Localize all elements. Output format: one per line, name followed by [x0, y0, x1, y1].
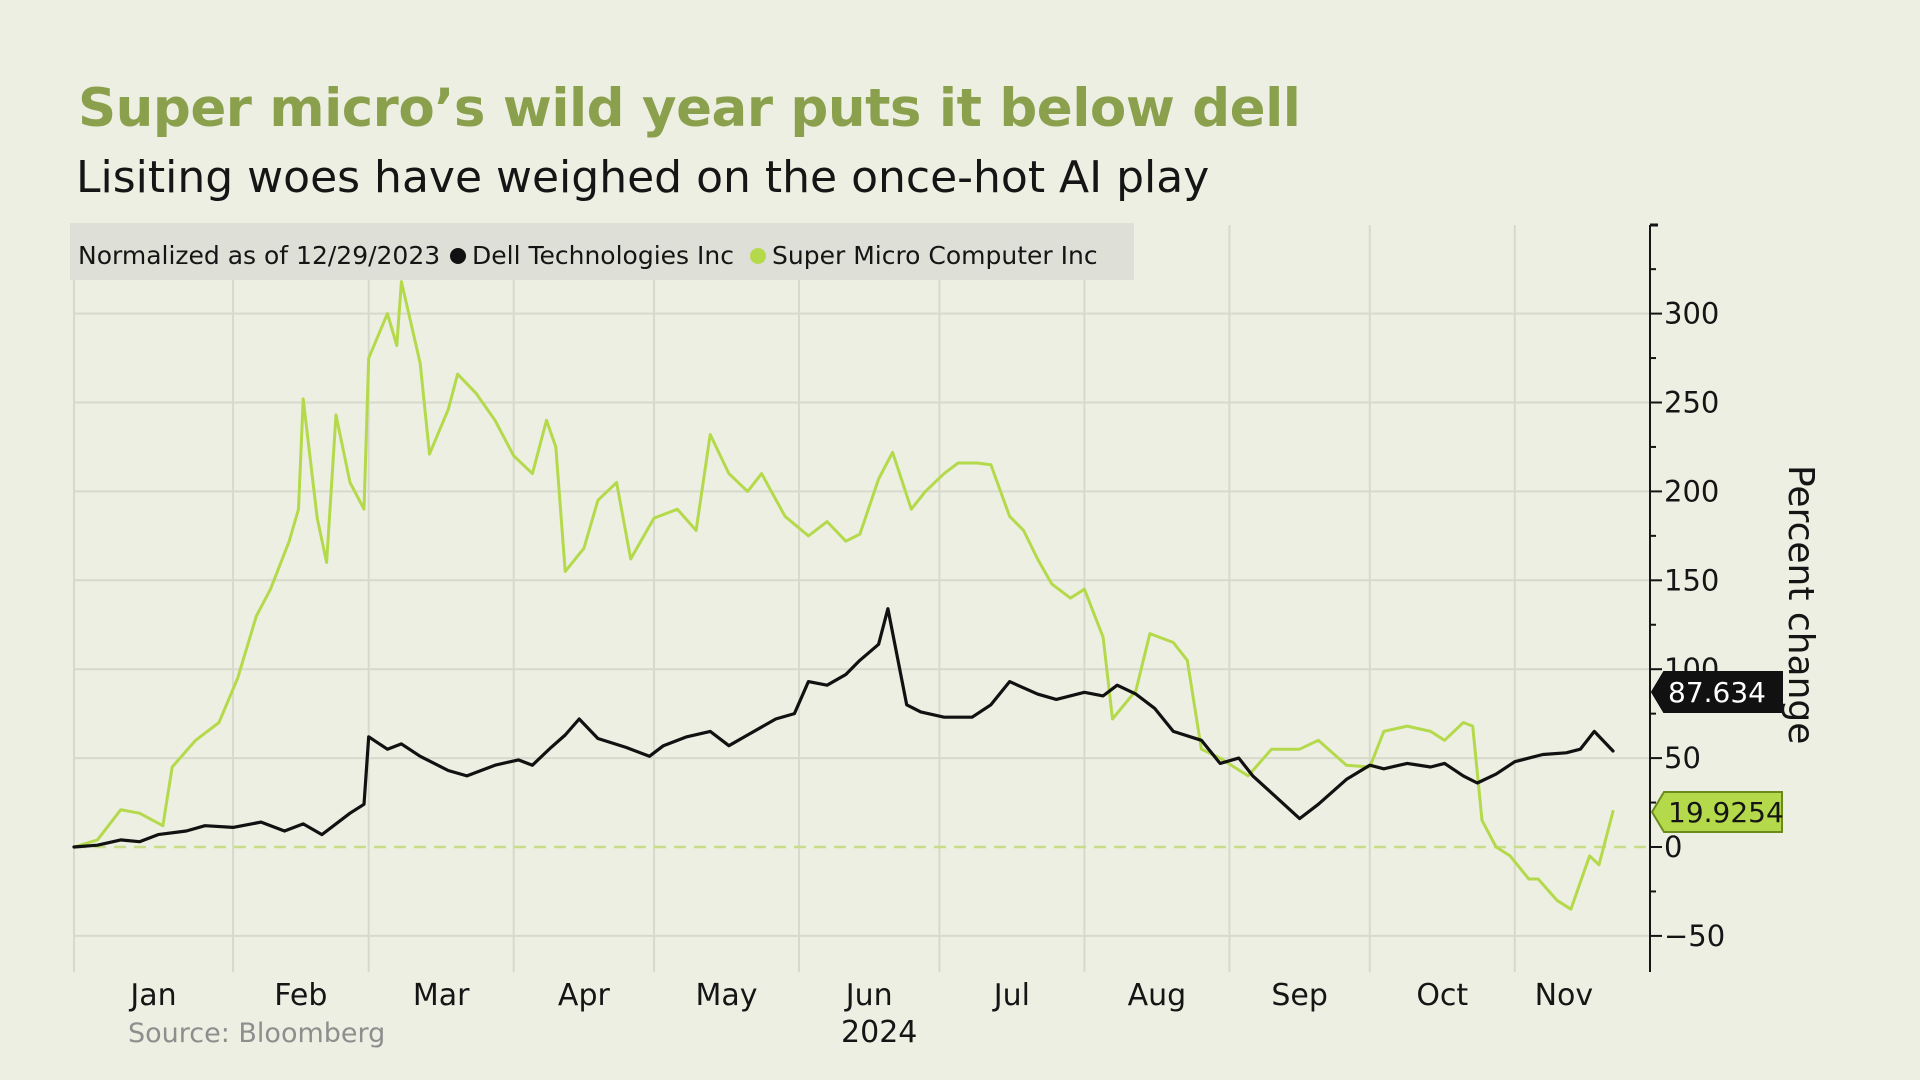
x-tick-label: Apr [558, 978, 611, 1013]
legend-dot-dell [450, 248, 466, 264]
legend-dot-smci [750, 248, 766, 264]
y-tick-label: 150 [1664, 563, 1719, 597]
x-tick-label: Aug [1128, 978, 1187, 1013]
value-flag-dell [1650, 671, 1783, 713]
series-lines [72, 280, 1615, 911]
value-flag-label-smci: 19.9254 [1668, 796, 1784, 829]
x-tick-label: Sep [1271, 978, 1328, 1013]
chart-title: Super micro’s wild year puts it below de… [78, 78, 1301, 139]
series-line-smci [72, 280, 1615, 911]
legend-header: Normalized as of 12/29/2023 [78, 241, 440, 270]
y-tick-label: 0 [1664, 830, 1682, 864]
x-tick-label: Jul [992, 978, 1030, 1013]
last-value-flags: 87.634 19.9254 [1650, 671, 1784, 833]
x-axis-labels: Jan Feb Mar Apr May Jun Jul Aug Sep Oct Nov 2024 [128, 978, 1593, 1050]
legend-label-smci: Super Micro Computer Inc [772, 241, 1098, 270]
y-tick-label: 50 [1664, 741, 1701, 775]
x-year-label: 2024 [841, 1015, 917, 1050]
x-tick-label: Nov [1535, 978, 1594, 1013]
x-tick-label: Feb [274, 978, 327, 1013]
legend-background [70, 223, 1134, 280]
gridlines [73, 225, 1650, 972]
x-tick-label: Mar [413, 978, 470, 1013]
y-axis-label: Percent change [1780, 465, 1821, 744]
source-note: Source: Bloomberg [128, 1018, 386, 1049]
x-tick-label: Jan [128, 978, 176, 1013]
y-tick-label: −50 [1664, 919, 1725, 953]
chart-subtitle: Lisiting woes have weighed on the once-h… [76, 152, 1210, 203]
x-tick-label: Jun [844, 978, 893, 1013]
y-tick-label: 250 [1664, 386, 1719, 420]
legend-label-dell: Dell Technologies Inc [472, 241, 734, 270]
y-tick-label: 300 [1664, 297, 1719, 331]
x-tick-label: May [696, 978, 758, 1013]
y-tick-label: 200 [1664, 474, 1719, 508]
value-flag-label-dell: 87.634 [1668, 676, 1766, 709]
legend: Normalized as of 12/29/2023 Dell Technol… [70, 223, 1134, 280]
series-line-dell [72, 607, 1615, 849]
value-flag-smci [1650, 791, 1783, 833]
x-tick-label: Oct [1416, 978, 1468, 1013]
